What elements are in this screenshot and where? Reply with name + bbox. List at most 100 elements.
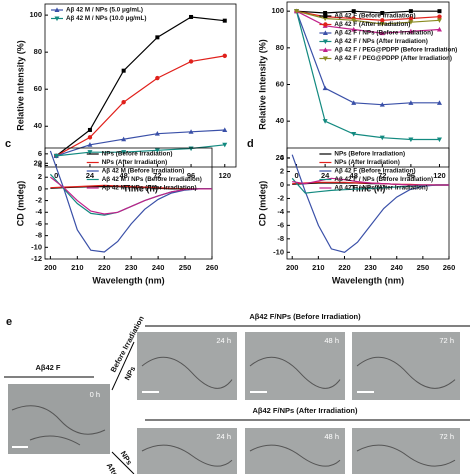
x-tick-label: 240: [152, 263, 165, 272]
x-axis-label: Wavelength (nm): [332, 275, 404, 285]
time-label: 0 h: [90, 390, 100, 399]
marker: [436, 26, 442, 32]
x-tick-label: 0: [294, 171, 298, 180]
arrow: [111, 341, 135, 391]
marker: [121, 99, 126, 105]
x-tick-label: 48: [119, 171, 127, 180]
marker: [408, 137, 414, 143]
y-tick-label: 80: [276, 43, 284, 52]
marker: [323, 22, 328, 27]
time-label: 24 h: [216, 336, 231, 345]
arrow-label: NPs: [123, 365, 138, 382]
y-tick-label: -8: [277, 234, 284, 243]
marker: [379, 22, 385, 27]
y-tick-label: -4: [277, 207, 284, 216]
y-tick-label: 80: [34, 47, 42, 56]
y-axis-label: CD (mdeg): [257, 181, 267, 227]
time-label: 48 h: [324, 432, 339, 441]
time-label: 24 h: [216, 432, 231, 441]
x-tick-label: 210: [71, 263, 84, 272]
y-axis-label: Relative Intensity (%): [15, 40, 25, 131]
y-tick-label: 2: [280, 167, 284, 176]
marker: [154, 131, 160, 136]
marker: [379, 102, 385, 107]
series-line: [296, 10, 440, 14]
start-label: Aβ42 F: [35, 363, 60, 372]
fibril: [141, 444, 233, 467]
marker: [322, 85, 328, 91]
y-tick-label: 40: [34, 121, 42, 130]
y-tick-label: 100: [271, 6, 284, 15]
y-tick-label: 4: [280, 153, 285, 162]
x-tick-label: 220: [338, 263, 351, 272]
series-line: [295, 10, 440, 106]
x-tick-label: 96: [187, 171, 195, 180]
marker: [121, 68, 126, 73]
marker: [351, 9, 356, 14]
y-tick-label: 60: [34, 84, 42, 93]
x-tick-label: 260: [206, 263, 219, 272]
series-line: [56, 129, 225, 157]
marker: [379, 30, 385, 36]
marker: [87, 142, 93, 147]
y-tick-label: -6: [35, 219, 42, 228]
y-axis-label: Relative Intensity (%): [257, 39, 267, 130]
marker: [323, 11, 328, 15]
marker: [408, 9, 413, 14]
y-tick-label: 4: [38, 161, 43, 170]
arrow: [111, 451, 135, 474]
panel-label: e: [6, 316, 12, 328]
marker: [121, 150, 127, 155]
marker: [408, 28, 414, 34]
plot-frame: [44, 3, 237, 168]
y-tick-label: -8: [35, 231, 42, 240]
group-title: Aβ42 F/NPs (After Irradiation): [252, 406, 358, 415]
x-axis-label: Time (h): [123, 183, 158, 193]
y-tick-label: 20: [276, 153, 284, 162]
marker: [436, 18, 442, 23]
series-line: [55, 16, 225, 157]
x-tick-label: 72: [378, 171, 386, 180]
plot-frame: [286, 147, 450, 260]
legend-label: Aβ 42 F (Before Irradiation): [334, 168, 415, 175]
marker: [53, 153, 59, 159]
legend-label: Aβ 42 M / NPs (10.0 μg/mL): [66, 15, 146, 22]
legend-label: NPs (After Irradiation): [334, 159, 399, 166]
marker: [155, 35, 160, 40]
time-label: 72 h: [439, 336, 454, 345]
x-tick-label: 24: [86, 171, 95, 180]
marker: [189, 14, 194, 19]
y-axis-label: CD (mdeg): [15, 181, 25, 227]
series-line: [296, 10, 440, 34]
marker: [380, 11, 385, 15]
x-tick-label: 200: [44, 263, 57, 272]
x-tick-label: 230: [364, 263, 377, 272]
series-line: [291, 177, 449, 194]
marker: [322, 56, 328, 62]
marker: [351, 100, 357, 105]
y-tick-label: -2: [277, 193, 284, 202]
micrograph-row: 24 h 48 h 72 h 24 h 48 h 72 h: [137, 332, 460, 474]
series-line: [55, 55, 225, 157]
legend-label: Aβ 42 M / NPs (5.0 μg/mL): [66, 7, 143, 14]
x-tick-label: 96: [407, 171, 415, 180]
fibril: [141, 356, 233, 389]
y-tick-label: -10: [273, 247, 284, 256]
legend-label: Aβ 42 F / PEG@PDPP (After Irradiation): [334, 55, 452, 62]
marker: [408, 100, 414, 105]
fibril: [11, 405, 106, 446]
time-label: 72 h: [439, 432, 454, 441]
x-tick-label: 210: [312, 263, 325, 272]
x-tick-label: 24: [321, 171, 330, 180]
y-tick-label: 0: [280, 180, 284, 189]
legend-label: Aβ 42 F / NPs (After Irradiation): [334, 38, 427, 45]
fibril: [356, 444, 456, 467]
marker: [154, 148, 160, 153]
marker: [155, 75, 160, 81]
panel-label: d: [247, 138, 254, 150]
y-tick-label: 6: [38, 149, 42, 158]
micrograph: [245, 332, 345, 400]
marker: [121, 136, 127, 142]
series-line: [292, 177, 449, 186]
marker: [87, 127, 92, 132]
